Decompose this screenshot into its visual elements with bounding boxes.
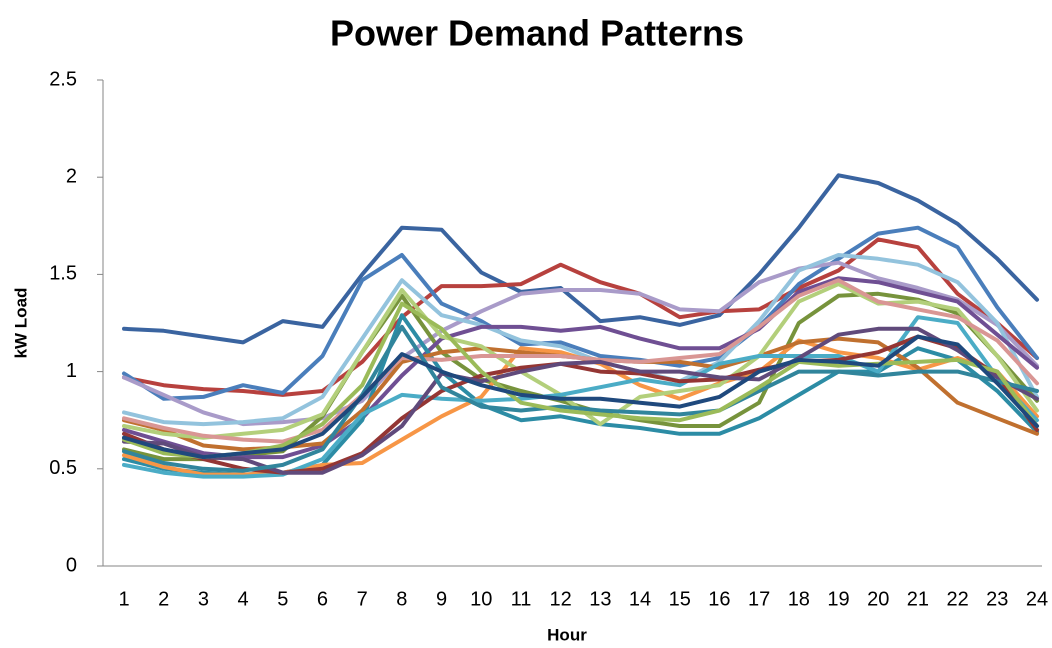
series-line <box>122 291 1039 462</box>
x-tick-label: 1 <box>118 588 129 610</box>
x-tick-label: 7 <box>357 588 368 610</box>
series-line <box>122 324 1039 473</box>
x-tick-label: 11 <box>511 588 532 610</box>
y-tick-label: 1 <box>66 360 77 382</box>
x-tick-label: 8 <box>396 588 407 610</box>
x-tick-label: 16 <box>708 588 730 610</box>
x-tick-label: 9 <box>436 588 447 610</box>
x-tick-label: 6 <box>317 588 328 610</box>
x-tick-label: 4 <box>238 588 249 610</box>
x-tick-label: 18 <box>788 588 810 610</box>
x-tick-label: 21 <box>907 588 929 610</box>
x-tick-label: 20 <box>867 588 889 610</box>
series-line <box>122 253 1039 427</box>
x-tick-label: 13 <box>589 588 611 610</box>
x-tick-label: 17 <box>748 588 770 610</box>
x-tick-label: 5 <box>277 588 288 610</box>
series-line <box>122 173 1039 345</box>
y-tick-label: 0 <box>66 554 77 576</box>
x-tick-label: 3 <box>198 588 209 610</box>
x-tick-label: 15 <box>669 588 691 610</box>
series-line <box>122 260 1039 427</box>
y-axis-title: kW Load <box>11 288 30 359</box>
series-line <box>122 276 1039 460</box>
x-tick-label: 2 <box>158 588 169 610</box>
series-line <box>122 225 1039 401</box>
x-tick-label: 22 <box>946 588 968 610</box>
chart-title: Power Demand Patterns <box>330 13 744 54</box>
series-line <box>122 326 1039 475</box>
series-line <box>122 334 1039 460</box>
series-line <box>122 278 1039 444</box>
series-line <box>122 237 1039 397</box>
x-tick-label: 10 <box>470 588 492 610</box>
y-tick-label: 1.5 <box>49 263 77 285</box>
x-tick-label: 12 <box>550 588 572 610</box>
y-tick-label: 0.5 <box>49 457 77 479</box>
y-tick-label: 2.5 <box>49 68 77 90</box>
x-tick-label: 23 <box>986 588 1008 610</box>
series-line <box>122 301 1039 460</box>
x-tick-label: 24 <box>1026 588 1048 610</box>
x-tick-label: 19 <box>827 588 849 610</box>
x-axis-title: Hour <box>547 625 587 644</box>
y-tick-label: 2 <box>66 165 77 187</box>
x-tick-label: 14 <box>629 588 651 610</box>
